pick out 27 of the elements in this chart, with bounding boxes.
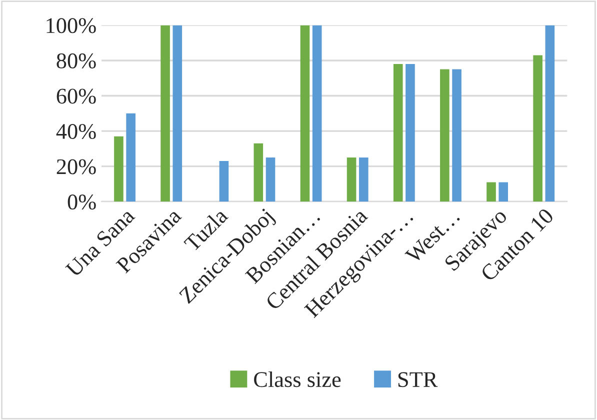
bar	[533, 55, 542, 202]
y-tick-label: 0%	[68, 194, 96, 210]
bar	[486, 182, 496, 202]
y-tick-label: 20%	[56, 159, 96, 174]
y-tick-label: 80%	[56, 53, 96, 68]
bar	[452, 69, 462, 202]
bar	[545, 25, 555, 202]
bar	[266, 158, 276, 202]
bar	[172, 25, 182, 202]
bar	[312, 25, 322, 202]
bar	[300, 25, 310, 202]
y-tick-label: 100%	[46, 18, 96, 34]
bar	[160, 25, 170, 202]
bar	[440, 69, 450, 202]
bar	[393, 64, 403, 202]
bar	[406, 64, 415, 202]
bar	[114, 136, 124, 202]
bar	[346, 158, 356, 202]
bar	[219, 161, 229, 202]
bar	[359, 158, 368, 202]
legend-label: Class size	[254, 371, 341, 388]
bar	[126, 113, 136, 202]
bar	[254, 143, 264, 202]
y-tick-label: 40%	[56, 124, 96, 140]
y-tick-label: 60%	[56, 88, 96, 104]
legend-label: STR	[398, 372, 438, 388]
bar	[498, 182, 508, 202]
